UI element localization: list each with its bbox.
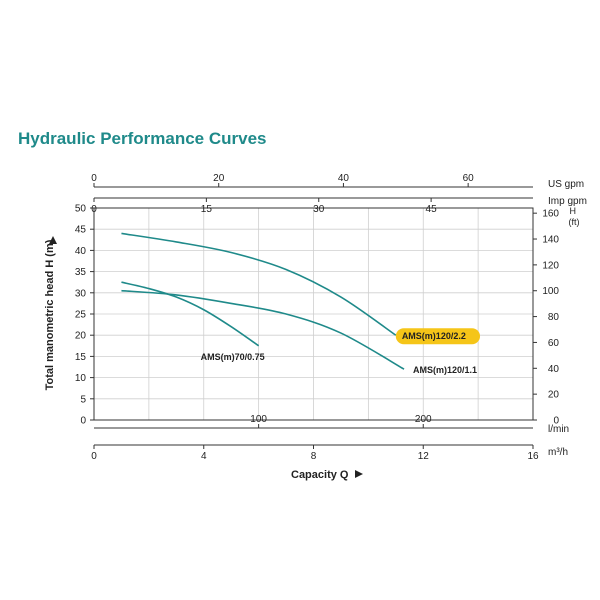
usgpm-tick-label: 60 (463, 173, 475, 184)
impgpm-tick-label: 30 (313, 204, 325, 215)
chart-title: Hydraulic Performance Curves (18, 129, 267, 148)
head-ft-tick-label: 140 (542, 235, 559, 246)
head-ft-tick-label: 40 (548, 364, 560, 375)
m3h-tick-label: 12 (418, 451, 430, 462)
head-ft-tick-label: 20 (548, 390, 560, 401)
m3h-tick-label: 8 (311, 451, 317, 462)
head-ft-unit-line1: H (569, 206, 576, 216)
lmin-tick-label: 100 (250, 414, 267, 425)
head-ft-tick-label: 80 (548, 312, 560, 323)
series-label-0: AMS(m)120/2.2 (402, 331, 466, 341)
y-axis-arrow-icon (49, 236, 57, 244)
series-labels: AMS(m)120/2.2 AMS(m)70/0.75 AMS(m)120/1.1 (201, 328, 481, 375)
series-label-1: AMS(m)70/0.75 (201, 352, 265, 362)
head-m-tick-label: 30 (75, 288, 87, 299)
head-ft-tick-label: 60 (548, 338, 560, 349)
head-m-tick-label: 5 (80, 394, 86, 405)
x-axis-label: Capacity Q (291, 469, 349, 481)
m3h-tick-label: 0 (91, 451, 97, 462)
head-m-tick-label: 0 (80, 416, 86, 427)
head-m-tick-label: 10 (75, 373, 87, 384)
impgpm-tick-label: 0 (91, 204, 97, 215)
impgpm-tick-label: 15 (201, 204, 213, 215)
head-m-tick-label: 25 (75, 310, 87, 321)
axes: 0510152025303540455002040608010012014016… (75, 173, 560, 462)
m3h-tick-label: 16 (527, 451, 539, 462)
head-ft-tick-label: 160 (542, 209, 559, 220)
lmin-unit-label: l/min (548, 424, 569, 435)
head-ft-tick-label: 100 (542, 286, 559, 297)
series-label-highlight (395, 328, 481, 345)
series-lines (121, 232, 405, 370)
head-ft-unit-label: H (ft) (569, 206, 580, 227)
head-m-tick-label: 20 (75, 331, 87, 342)
usgpm-unit-label: US gpm (548, 179, 584, 190)
series-line-2 (121, 289, 405, 370)
series-line-1 (121, 281, 260, 347)
usgpm-tick-label: 20 (213, 173, 225, 184)
series-line-0 (121, 232, 397, 336)
y-axis-label: Total manometric head H (m) (44, 239, 56, 390)
head-ft-tick-label: 120 (542, 260, 559, 271)
impgpm-unit-label: Imp gpm (548, 196, 587, 207)
head-m-tick-label: 45 (75, 225, 87, 236)
head-m-tick-label: 50 (75, 204, 87, 215)
lmin-tick-label: 200 (415, 414, 432, 425)
impgpm-tick-label: 45 (426, 204, 438, 215)
m3h-tick-label: 4 (201, 451, 207, 462)
usgpm-tick-label: 40 (338, 173, 350, 184)
series-label-2: AMS(m)120/1.1 (413, 365, 477, 375)
head-ft-unit-line2: (ft) (569, 217, 580, 227)
x-axis-arrow-icon (355, 470, 363, 478)
head-ft-tick-label: 0 (553, 416, 559, 427)
m3h-unit-label: m³/h (548, 447, 568, 458)
head-m-tick-label: 15 (75, 352, 87, 363)
head-m-tick-label: 40 (75, 246, 87, 257)
head-m-tick-label: 35 (75, 267, 87, 278)
usgpm-tick-label: 0 (91, 173, 97, 184)
